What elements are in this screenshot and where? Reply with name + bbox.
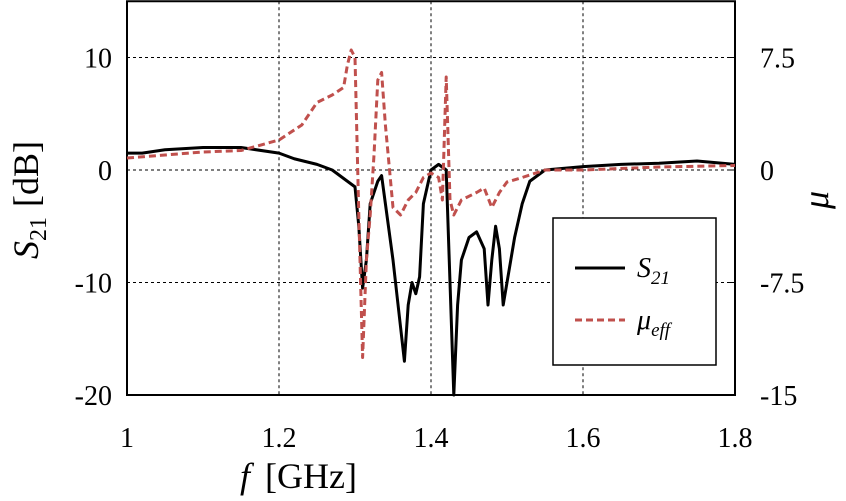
y-tick-label: 10 <box>84 44 112 75</box>
x-tick-label: 1.2 <box>262 423 297 454</box>
y-label-sub: 21 <box>26 217 52 241</box>
x-tick-label: 1.8 <box>718 423 753 454</box>
y2-tick-label: 7.5 <box>760 44 795 75</box>
x-axis-label: f [GHz] <box>240 456 357 496</box>
x-label-unit: [GHz] <box>265 456 357 496</box>
series-line <box>126 48 736 359</box>
legend-name: μ <box>636 305 651 336</box>
x-tick-label: 1.4 <box>414 423 449 454</box>
series-line <box>127 146 736 397</box>
y2-axis-label: μ <box>796 191 836 210</box>
y-tick-label: -10 <box>75 269 112 300</box>
x-tick-label: 1 <box>120 423 134 454</box>
x-label-symbol: f <box>240 456 255 496</box>
y2-tick-label: -15 <box>760 381 797 412</box>
y2-tick-label: -7.5 <box>760 269 804 300</box>
y2-tick-label: 0 <box>760 156 774 187</box>
x-tick-label: 1.6 <box>566 423 601 454</box>
legend-label: μeff <box>636 305 673 341</box>
legend-name: S <box>637 253 651 284</box>
y-label-symbol: S <box>6 241 46 259</box>
y-axis-label: S21 [dB] <box>6 141 52 259</box>
legend-box <box>552 217 717 366</box>
y-tick-label: 0 <box>98 156 112 187</box>
plot-frame <box>126 0 736 396</box>
y-label-unit: [dB] <box>6 141 46 207</box>
legend-name-sub: 21 <box>651 268 670 289</box>
y-tick-label: -20 <box>75 381 112 412</box>
legend-name-sub: eff <box>651 320 673 341</box>
legend-label: S21 <box>637 253 670 289</box>
